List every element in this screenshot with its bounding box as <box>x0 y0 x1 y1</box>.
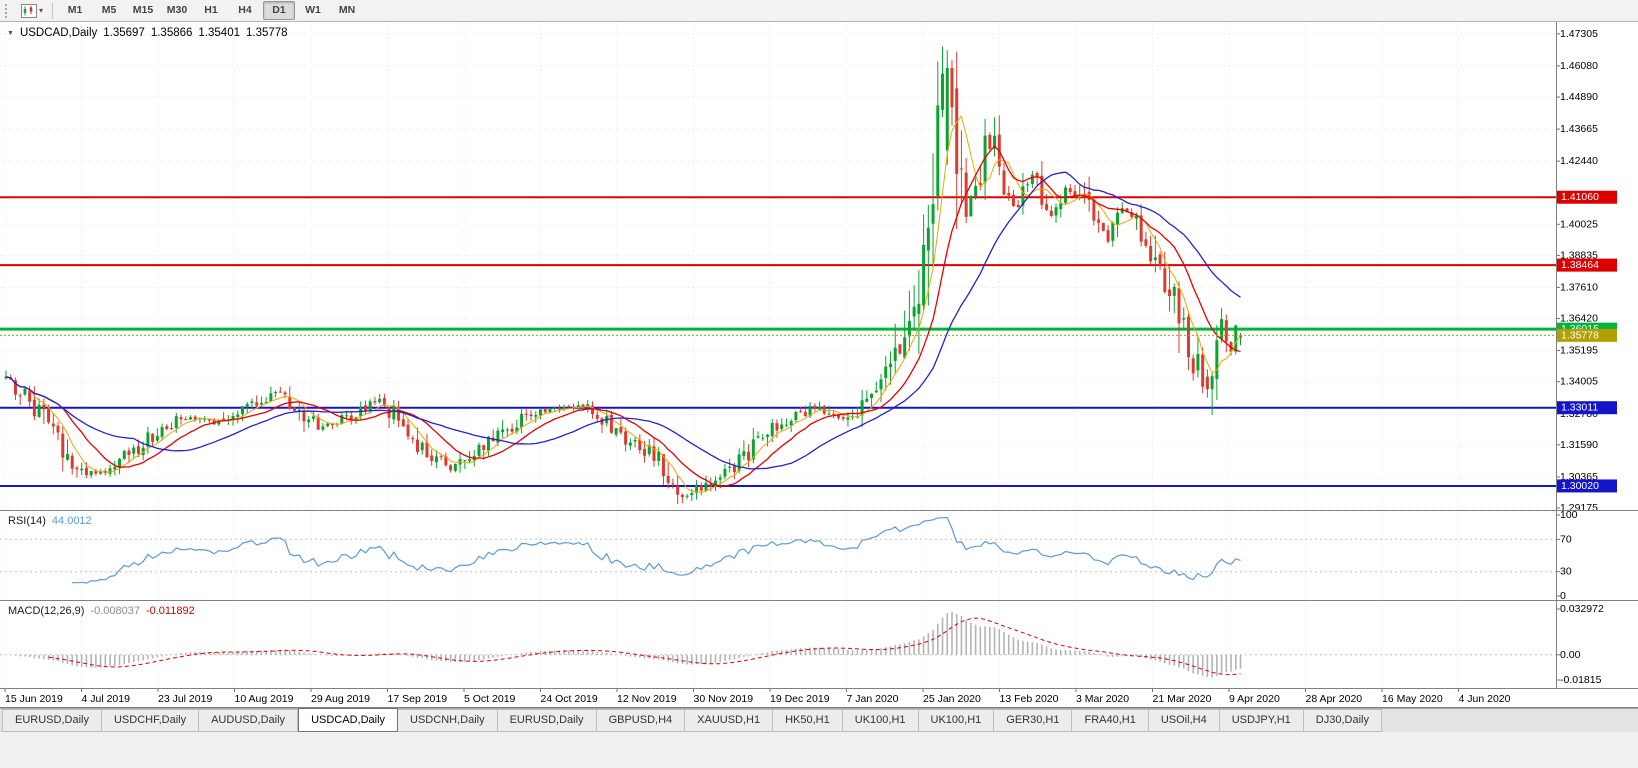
svg-text:70: 70 <box>1560 533 1572 545</box>
chart-tab-eurusd-daily[interactable]: EURUSD,Daily <box>497 709 597 732</box>
svg-text:23 Jul 2019: 23 Jul 2019 <box>158 693 212 705</box>
chevron-down-icon: ▾ <box>39 5 44 15</box>
timeframe-buttons-group: M1 M5 M15 M30 H1 H4 D1 W1 MN <box>58 1 364 20</box>
svg-text:1.35195: 1.35195 <box>1560 345 1598 357</box>
timeframe-button-h4[interactable]: H4 <box>238 4 252 16</box>
svg-text:13 Feb 2020: 13 Feb 2020 <box>1000 693 1059 705</box>
svg-text:30 Nov 2019: 30 Nov 2019 <box>694 693 754 705</box>
chart-type-button[interactable]: ▾ <box>17 2 47 20</box>
svg-text:28 Apr 2020: 28 Apr 2020 <box>1306 693 1363 705</box>
window-bottom-filler <box>0 732 1638 768</box>
timeframe-button-h1[interactable]: H1 <box>204 4 218 16</box>
chart-tab-usdcad-daily[interactable]: USDCAD,Daily <box>298 708 399 732</box>
svg-text:30: 30 <box>1560 566 1572 578</box>
chart-tab-uk100-h1[interactable]: UK100,H1 <box>842 709 919 732</box>
timeframe-button-m1[interactable]: M1 <box>67 4 83 16</box>
svg-text:7 Jan 2020: 7 Jan 2020 <box>847 693 899 705</box>
time-axis-labels: 15 Jun 2019 4 Jul 2019 23 Jul 2019 10 Aug 2… <box>4 689 1511 705</box>
grid-lines <box>0 22 1556 689</box>
svg-text:1.41060: 1.41060 <box>1561 191 1599 203</box>
svg-text:5 Oct 2019: 5 Oct 2019 <box>464 693 516 705</box>
timeframe-button-d1[interactable]: D1 <box>263 1 296 20</box>
ma-mid-line <box>5 145 1241 488</box>
chart-tab-usdcnh-daily[interactable]: USDCNH,Daily <box>398 709 498 732</box>
chart-tab-uk100-h1[interactable]: UK100,H1 <box>918 709 995 732</box>
svg-text:1.46080: 1.46080 <box>1560 60 1598 72</box>
timeframe-button-w1[interactable]: W1 <box>305 4 321 16</box>
chart-tab-hk50-h1[interactable]: HK50,H1 <box>773 709 843 732</box>
svg-text:100: 100 <box>1560 509 1578 521</box>
svg-text:24 Oct 2019: 24 Oct 2019 <box>541 693 598 705</box>
timeframe-toolbar: ▾ M1 M5 M15 M30 H1 H4 D1 W1 MN <box>0 0 1638 22</box>
svg-text:19 Dec 2019: 19 Dec 2019 <box>770 693 830 705</box>
svg-text:10 Aug 2019: 10 Aug 2019 <box>235 693 294 705</box>
svg-text:21 Mar 2020: 21 Mar 2020 <box>1153 693 1212 705</box>
svg-text:4 Jul 2019: 4 Jul 2019 <box>82 693 131 705</box>
timeframe-button-mn[interactable]: MN <box>338 4 356 16</box>
timeframe-button-m15[interactable]: M15 <box>132 4 154 16</box>
svg-text:1.47305: 1.47305 <box>1560 28 1598 40</box>
svg-text:1.33011: 1.33011 <box>1561 402 1598 414</box>
svg-text:1.44890: 1.44890 <box>1560 91 1598 103</box>
timeframe-button-m5[interactable]: M5 <box>101 4 117 16</box>
toolbar-grip[interactable] <box>5 3 11 18</box>
toolbar-separator <box>52 2 54 19</box>
svg-text:3 Mar 2020: 3 Mar 2020 <box>1076 693 1129 705</box>
timeframe-button-m30[interactable]: M30 <box>166 4 188 16</box>
price-axis[interactable] <box>1556 22 1638 689</box>
chart-tab-fra40-h1[interactable]: FRA40,H1 <box>1072 709 1149 732</box>
svg-text:4 Jun 2020: 4 Jun 2020 <box>1459 693 1511 705</box>
svg-text:1.42440: 1.42440 <box>1560 155 1598 167</box>
svg-text:1.30020: 1.30020 <box>1561 480 1599 492</box>
chart-tab-xauusd-h1[interactable]: XAUUSD,H1 <box>685 709 774 732</box>
svg-text:1.38464: 1.38464 <box>1561 259 1599 271</box>
chart-tab-dj30-daily[interactable]: DJ30,Daily <box>1303 709 1382 732</box>
rsi-line <box>72 516 1241 584</box>
svg-text:0: 0 <box>1560 590 1566 602</box>
svg-text:-0.01815: -0.01815 <box>1560 674 1602 686</box>
macd-histogram <box>14 611 1242 678</box>
macd-signal-line <box>48 617 1241 676</box>
svg-text:17 Sep 2019: 17 Sep 2019 <box>388 693 448 705</box>
svg-text:1.38835: 1.38835 <box>1560 249 1598 261</box>
chart-tab-usdchf-daily[interactable]: USDCHF,Daily <box>101 709 200 732</box>
svg-text:1.37610: 1.37610 <box>1560 281 1598 293</box>
svg-text:1.31590: 1.31590 <box>1560 439 1598 451</box>
svg-text:1.43665: 1.43665 <box>1560 123 1598 135</box>
svg-text:0.032972: 0.032972 <box>1560 603 1604 615</box>
chart-tabs-bar: EURUSD,Daily USDCHF,Daily AUDUSD,Daily USDC… <box>0 708 1638 732</box>
svg-text:25 Jan 2020: 25 Jan 2020 <box>923 693 981 705</box>
ma-slow-line <box>5 171 1241 470</box>
svg-text:1.29175: 1.29175 <box>1560 502 1598 514</box>
chart-tab-ger30-h1[interactable]: GER30,H1 <box>994 709 1073 732</box>
chart-tab-usoil-h4[interactable]: USOil,H4 <box>1148 709 1220 732</box>
ma-fast-line <box>5 115 1241 494</box>
svg-text:16 May 2020: 16 May 2020 <box>1382 693 1443 705</box>
svg-text:0.00: 0.00 <box>1560 649 1581 661</box>
candlestick-chart-icon <box>21 3 37 18</box>
chart-tab-eurusd-daily[interactable]: EURUSD,Daily <box>2 709 102 732</box>
chart-tab-gbpusd-h4[interactable]: GBPUSD,H4 <box>596 709 686 732</box>
chart-canvas[interactable]: 1.47305 1.46080 1.44890 1.43665 1.42440 1.400… <box>0 22 1638 708</box>
svg-text:1.36420: 1.36420 <box>1560 313 1598 325</box>
svg-text:9 Apr 2020: 9 Apr 2020 <box>1229 693 1280 705</box>
svg-text:29 Aug 2019: 29 Aug 2019 <box>311 693 370 705</box>
svg-text:1.34005: 1.34005 <box>1560 376 1598 388</box>
chart-tab-audusd-daily[interactable]: AUDUSD,Daily <box>199 709 299 732</box>
svg-text:1.40025: 1.40025 <box>1560 218 1598 230</box>
svg-text:12 Nov 2019: 12 Nov 2019 <box>617 693 677 705</box>
svg-text:15 Jun 2019: 15 Jun 2019 <box>5 693 63 705</box>
svg-text:1.35778: 1.35778 <box>1561 329 1599 341</box>
chart-tab-usdjpy-h1[interactable]: USDJPY,H1 <box>1219 709 1304 732</box>
price-axis-badges: 1.410601.384641.360151.357781.330111.300… <box>1557 190 1617 493</box>
time-axis[interactable] <box>0 689 1638 708</box>
